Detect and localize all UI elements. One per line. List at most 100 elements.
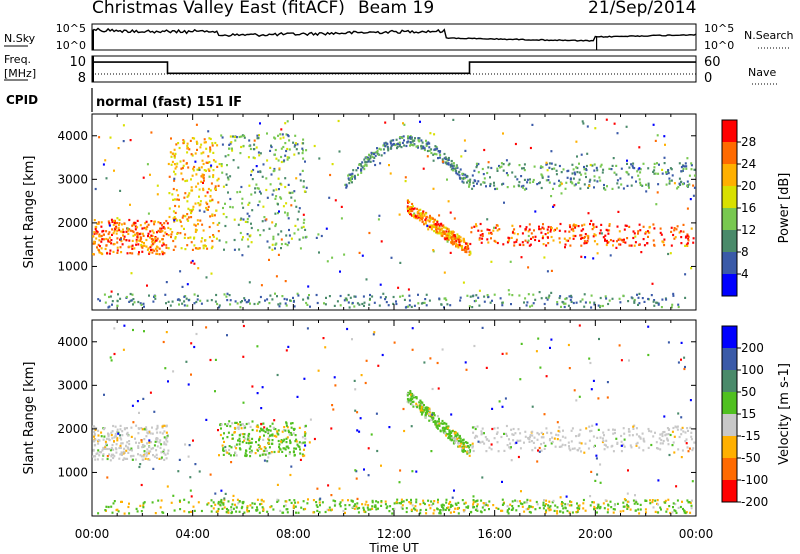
power-cell: [583, 168, 586, 171]
velocity-cell: [429, 415, 432, 418]
power-cell: [631, 176, 634, 179]
power-cell: [292, 141, 295, 144]
power-cell: [574, 226, 577, 229]
power-cell: [184, 215, 187, 218]
power-cell: [644, 232, 647, 235]
power-cell: [460, 155, 463, 158]
velocity-cell: [612, 428, 614, 431]
power-cell: [177, 194, 180, 197]
power-cell: [668, 177, 671, 180]
power-cell: [425, 304, 428, 307]
velocity-cell: [246, 438, 249, 441]
velocity-cell: [267, 456, 270, 459]
velocity-cell: [114, 447, 117, 450]
velocity-cell: [148, 439, 151, 442]
power-cell: [174, 167, 177, 170]
velocity-cell: [448, 502, 450, 505]
power-cell: [560, 192, 563, 195]
velocity-cell: [688, 447, 691, 450]
power-cell: [205, 169, 207, 172]
power-cell: [186, 195, 189, 198]
velocity-cell: [578, 504, 581, 507]
velocity-cell: [157, 499, 160, 502]
power-cell: [202, 151, 205, 154]
power-cell: [193, 302, 196, 305]
velocity-cell: [273, 419, 276, 422]
power-cell: [455, 172, 458, 175]
velocity-cell: [458, 436, 461, 439]
velocity-cell: [248, 447, 251, 450]
velocity-cell: [606, 396, 609, 399]
velocity-cell: [520, 490, 522, 493]
velocity-cell: [106, 447, 109, 451]
power-cell: [423, 214, 426, 217]
power-cell: [357, 166, 359, 170]
power-cell: [250, 170, 253, 173]
power-cell: [686, 157, 689, 160]
power-cell: [447, 232, 450, 235]
power-cell: [444, 226, 447, 229]
power-cell: [445, 230, 448, 233]
power-cell: [233, 238, 236, 242]
velocity-cell: [112, 502, 115, 505]
power-cell: [575, 224, 578, 227]
velocity-cell: [316, 487, 319, 490]
power-cell: [511, 294, 514, 297]
velocity-cell: [107, 432, 109, 435]
velocity-cell: [321, 501, 324, 504]
power-cell: [161, 250, 164, 253]
velocity-cell: [569, 449, 572, 452]
power-cell: [116, 241, 119, 244]
velocity-cell: [277, 439, 280, 443]
velocity-cell: [126, 441, 129, 444]
power-cell: [457, 246, 460, 249]
power-cell: [552, 205, 555, 208]
velocity-cell: [287, 447, 290, 450]
power-cell: [408, 211, 410, 214]
velocity-cell: [544, 511, 547, 514]
power-cell: [589, 178, 592, 181]
power-cell: [239, 231, 242, 235]
power-cell: [280, 230, 283, 233]
power-cell: [533, 165, 536, 168]
velocity-cell: [197, 501, 200, 504]
power-cell: [454, 237, 457, 240]
power-cell: [572, 229, 575, 233]
power-cell: [138, 251, 140, 254]
power-cell: [410, 206, 413, 209]
power-cell: [189, 139, 192, 142]
velocity-cell: [432, 502, 435, 505]
power-cell: [167, 247, 170, 250]
power-cell: [678, 162, 681, 165]
power-cell: [289, 299, 291, 302]
power-cell: [372, 159, 375, 163]
velocity-cell: [538, 433, 540, 436]
velocity-cell: [220, 489, 223, 492]
power-cell: [100, 234, 103, 238]
velocity-cell: [535, 350, 538, 353]
power-cell: [579, 187, 582, 190]
velocity-cell: [493, 437, 496, 440]
velocity-cell: [674, 503, 677, 506]
power-cell: [203, 169, 206, 172]
power-cell: [421, 218, 423, 221]
power-cell: [513, 232, 516, 235]
power-cell: [220, 134, 223, 137]
velocity-cell: [588, 425, 591, 428]
velocity-cell: [304, 437, 307, 440]
power-cell: [209, 137, 212, 141]
velocity-cell: [671, 511, 674, 514]
power-cell: [463, 240, 466, 243]
power-cell: [295, 205, 298, 208]
power-cell: [596, 243, 599, 246]
velocity-cell: [304, 424, 307, 427]
velocity-cell: [689, 501, 692, 504]
velocity-cell: [550, 442, 553, 445]
power-cell: [542, 227, 545, 230]
power-cell: [464, 173, 467, 176]
power-cell: [261, 175, 264, 178]
velocity-cell: [671, 444, 674, 447]
power-cell: [564, 230, 567, 233]
velocity-xtick-label: 00:00: [679, 527, 714, 541]
velocity-cell: [230, 461, 233, 464]
